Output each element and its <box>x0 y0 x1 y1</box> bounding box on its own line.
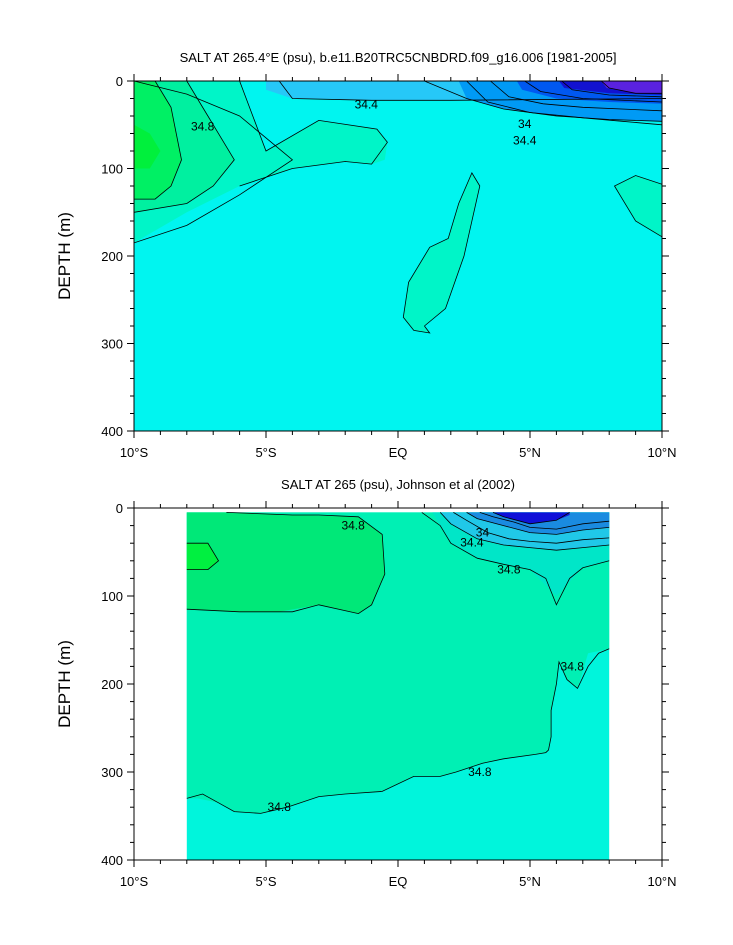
contour-line-group <box>134 81 662 334</box>
contour-line-3 <box>421 512 610 606</box>
contour-fill-region-4 <box>601 81 662 94</box>
contour-label-2: 34 <box>518 117 532 131</box>
plot-area <box>134 81 662 431</box>
contour-line-7 <box>479 512 610 530</box>
plot-area <box>186 512 610 860</box>
x-tick-label: EQ <box>389 445 408 460</box>
x-tick-label: 5°S <box>255 874 276 889</box>
contour-label-0: 34.8 <box>341 519 365 533</box>
x-tick-label: 10°N <box>647 445 676 460</box>
contour-fill-region-3 <box>466 512 610 535</box>
y-tick-label: 100 <box>101 162 123 177</box>
contour-line-8 <box>492 512 570 525</box>
y-tick-label: 200 <box>101 677 123 692</box>
contour-line-1 <box>239 81 388 187</box>
y-tick-label: 400 <box>101 853 123 868</box>
contour-label-1: 34.4 <box>355 98 379 112</box>
contour-fill-region-9 <box>134 81 182 200</box>
contour-fill-region-6 <box>403 172 480 333</box>
y-tick-label: 100 <box>101 589 123 604</box>
contour-label-3: 34.4 <box>513 134 537 148</box>
contour-line-9 <box>134 81 235 213</box>
contour-line-group <box>186 512 610 814</box>
contour-line-7 <box>561 81 662 98</box>
contour-line-1 <box>186 542 220 570</box>
contour-fill-region-10 <box>134 124 161 169</box>
x-tick-label: 10°N <box>647 874 676 889</box>
x-tick-label: 5°N <box>519 445 541 460</box>
x-tick-label: 10°S <box>120 445 149 460</box>
contour-line-0 <box>186 512 386 615</box>
contour-line-10 <box>134 81 182 200</box>
y-tick-label: 200 <box>101 249 123 264</box>
y-tick-label: 300 <box>101 765 123 780</box>
y-tick-label: 300 <box>101 337 123 352</box>
contour-fill-region-6 <box>186 543 219 570</box>
contour-label-0: 34.8 <box>191 120 215 134</box>
top-panel-salinity-model: 34.8 34.4 34 34.4 10°S 5°S EQ 5°N 10°N 0 100 200 300… <box>55 50 677 460</box>
chart-title: SALT AT 265 (psu), Johnson et al (2002) <box>281 477 515 492</box>
contour-line-11 <box>402 172 481 334</box>
contour-line-4 <box>466 81 662 126</box>
contour-line-5 <box>490 81 662 112</box>
y-tick-label: 0 <box>116 501 123 516</box>
contour-label-6: 34.8 <box>268 800 292 814</box>
y-axis-title: DEPTH (m) <box>55 212 74 300</box>
x-tick-label: 10°S <box>120 874 149 889</box>
contour-line-8 <box>601 81 662 94</box>
contour-line-12 <box>613 175 662 238</box>
contour-fill-region-7 <box>614 175 662 237</box>
contour-label-3: 34.8 <box>497 563 521 577</box>
contour-line-6 <box>524 81 662 103</box>
contour-label-2: 34.4 <box>460 535 484 549</box>
contour-label-4: 34.8 <box>561 659 585 673</box>
contour-line-0 <box>134 81 294 244</box>
y-tick-label: 0 <box>116 74 123 89</box>
x-tick-label: 5°S <box>255 445 276 460</box>
y-axis-title: DEPTH (m) <box>55 640 74 728</box>
x-tick-label: 5°N <box>519 874 541 889</box>
contour-line-4 <box>439 512 610 551</box>
contour-label-1: 34 <box>476 526 490 540</box>
x-tick-label: EQ <box>389 874 408 889</box>
y-tick-label: 400 <box>101 424 123 439</box>
chart-title: SALT AT 265.4°E (psu), b.e11.B20TRC5CNBD… <box>180 50 617 65</box>
contour-label-5: 34.8 <box>468 765 492 779</box>
contour-line-6 <box>466 512 610 535</box>
contour-fill-region-5 <box>186 512 385 614</box>
contour-line-5 <box>453 512 610 544</box>
contour-line-2 <box>186 648 610 814</box>
